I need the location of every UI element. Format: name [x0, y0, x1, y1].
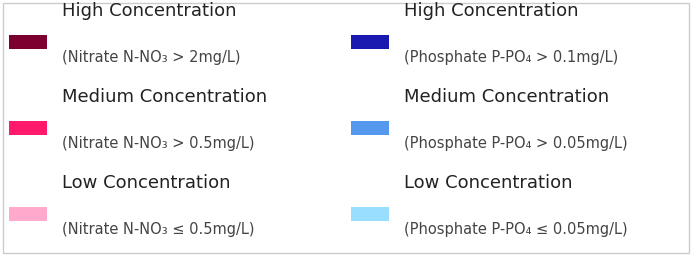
Text: (Phosphate P-PO₄ ≤ 0.05mg/L): (Phosphate P-PO₄ ≤ 0.05mg/L)	[404, 222, 628, 237]
Text: (Phosphate P-PO₄ > 0.1mg/L): (Phosphate P-PO₄ > 0.1mg/L)	[404, 50, 618, 65]
FancyBboxPatch shape	[351, 121, 389, 135]
FancyBboxPatch shape	[9, 35, 47, 49]
Text: (Nitrate N-NO₃ > 0.5mg/L): (Nitrate N-NO₃ > 0.5mg/L)	[62, 136, 255, 151]
Text: (Nitrate N-NO₃ ≤ 0.5mg/L): (Nitrate N-NO₃ ≤ 0.5mg/L)	[62, 222, 255, 237]
FancyBboxPatch shape	[3, 3, 689, 253]
Text: Medium Concentration: Medium Concentration	[404, 88, 609, 106]
FancyBboxPatch shape	[351, 207, 389, 221]
Text: (Phosphate P-PO₄ > 0.05mg/L): (Phosphate P-PO₄ > 0.05mg/L)	[404, 136, 628, 151]
FancyBboxPatch shape	[9, 121, 47, 135]
Text: High Concentration: High Concentration	[404, 2, 579, 20]
Text: (Nitrate N-NO₃ > 2mg/L): (Nitrate N-NO₃ > 2mg/L)	[62, 50, 241, 65]
FancyBboxPatch shape	[351, 35, 389, 49]
Text: Low Concentration: Low Concentration	[62, 174, 230, 192]
Text: Medium Concentration: Medium Concentration	[62, 88, 267, 106]
FancyBboxPatch shape	[9, 207, 47, 221]
Text: Low Concentration: Low Concentration	[404, 174, 572, 192]
Text: High Concentration: High Concentration	[62, 2, 237, 20]
